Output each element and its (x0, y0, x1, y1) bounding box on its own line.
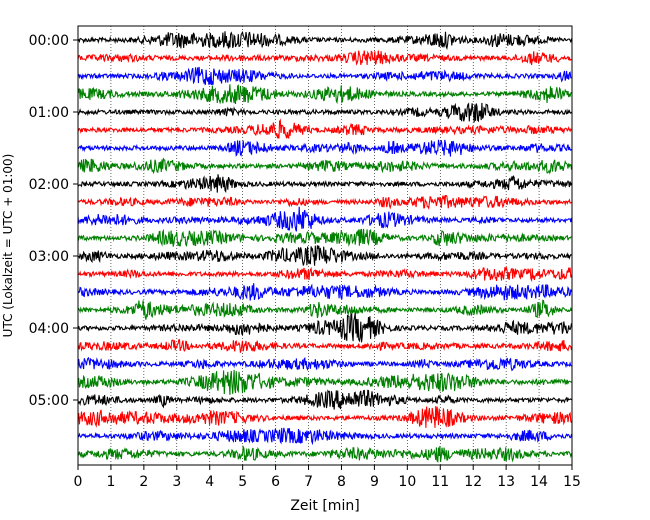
trace-row (77, 139, 572, 157)
trace-row (77, 30, 573, 51)
trace-row (77, 157, 573, 175)
trace-row (77, 66, 572, 86)
x-tick-label: 0 (74, 474, 83, 490)
x-axis-label: Zeit [min] (290, 498, 359, 514)
trace-row (77, 118, 572, 139)
trace-row (77, 339, 573, 353)
trace-layer (77, 30, 573, 463)
y-tick-label: 02:00 (29, 177, 69, 193)
x-tick-label: 7 (304, 474, 313, 490)
trace-row (77, 194, 572, 210)
y-tick-label: 05:00 (29, 393, 69, 409)
trace-row (77, 427, 573, 446)
trace-row (77, 266, 573, 283)
trace-row (77, 444, 573, 463)
y-tick-label: 00:00 (29, 33, 69, 49)
trace-row (77, 102, 572, 123)
trace-row (77, 356, 572, 372)
plot-frame (77, 25, 573, 466)
trace-row (77, 369, 572, 395)
y-axis-label: UTC (Lokalzeit = UTC + 01:00) (1, 154, 15, 338)
y-axis: 00:00 01:00 02:00 03:00 04:00 05:00 (29, 33, 78, 409)
x-tick-label: 12 (464, 474, 482, 490)
x-tick-label: 2 (139, 474, 148, 490)
x-tick-label: 1 (106, 474, 115, 490)
trace-row (77, 299, 573, 320)
trace-row (77, 389, 572, 410)
grid-lines (110, 26, 540, 465)
y-tick-label: 04:00 (29, 321, 69, 337)
x-tick-label: 9 (370, 474, 379, 490)
y-tick-label: 01:00 (29, 105, 69, 121)
trace-row (77, 174, 573, 193)
trace-row (77, 206, 573, 232)
trace-row (77, 406, 572, 428)
x-tick-label: 3 (172, 474, 181, 490)
x-tick-label: 11 (431, 474, 449, 490)
trace-row (77, 283, 573, 301)
trace-row (77, 84, 572, 105)
trace-row (77, 50, 572, 66)
trace-row (77, 312, 573, 343)
y-tick-label: 03:00 (29, 249, 69, 265)
x-tick-label: 14 (530, 474, 548, 490)
x-tick-label: 8 (337, 474, 346, 490)
trace-row (77, 245, 572, 266)
x-tick-label: 4 (205, 474, 214, 490)
x-tick-label: 10 (398, 474, 416, 490)
x-tick-label: 5 (238, 474, 247, 490)
trace-row (77, 228, 572, 248)
x-tick-label: 15 (563, 474, 581, 490)
x-tick-label: 13 (497, 474, 515, 490)
x-axis: 0 1 2 3 4 5 6 7 8 9 10 11 12 13 14 15 (74, 465, 581, 490)
x-tick-label: 6 (271, 474, 280, 490)
